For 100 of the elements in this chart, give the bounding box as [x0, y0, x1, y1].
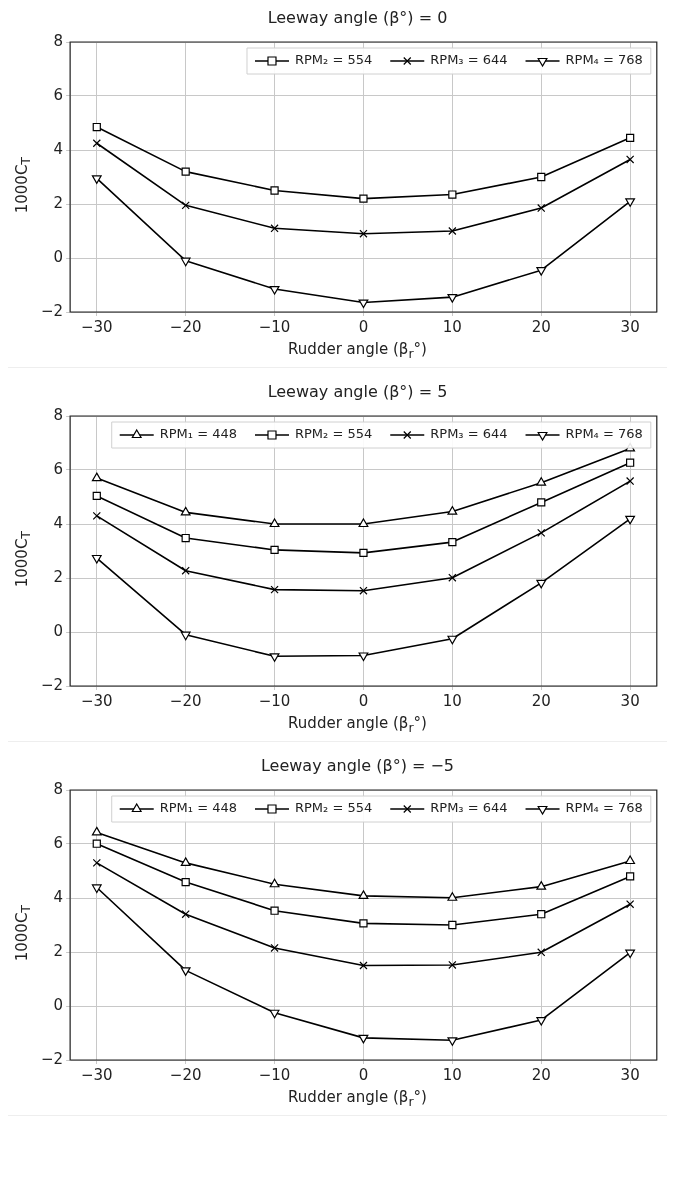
x-tick-label: 20: [531, 691, 551, 710]
x-axis-title: Rudder angle (β$_{r}$°): [287, 1088, 428, 1109]
x-tick-label: −30: [80, 691, 113, 710]
point: [359, 194, 368, 203]
y-tick-label: 2: [53, 193, 64, 212]
point: [181, 201, 190, 210]
chart-title: Leeway angle (β°) = 5: [266, 382, 449, 403]
point: [359, 919, 368, 928]
point: [625, 855, 636, 865]
point: [91, 472, 102, 482]
point: [537, 203, 546, 213]
point: [92, 491, 101, 501]
point: [92, 511, 101, 521]
point: [180, 967, 191, 976]
point: [269, 653, 280, 662]
point: [181, 566, 190, 575]
point: [448, 190, 457, 199]
legend-label: RPM₂ = 554: [294, 52, 373, 68]
point: [626, 900, 635, 909]
y-tick-label: 8: [53, 31, 64, 50]
x-tick-label: 0: [358, 317, 369, 336]
point: [625, 949, 636, 959]
point: [358, 299, 369, 309]
x-tick-label: 10: [442, 1065, 462, 1084]
y-tick-label: 6: [53, 833, 64, 852]
point: [537, 172, 546, 182]
point: [536, 1016, 547, 1026]
point: [447, 1037, 458, 1046]
point: [447, 635, 458, 645]
point: [270, 545, 279, 555]
point: [181, 910, 190, 919]
x-tick-label: 30: [620, 317, 640, 336]
x-tick-label: 30: [620, 1065, 640, 1084]
legend-label: RPM₁ = 448: [159, 800, 237, 816]
point: [447, 892, 458, 901]
x-tick-label: −10: [258, 691, 291, 710]
y-tick-label: 8: [53, 779, 64, 798]
x-tick-label: −10: [258, 317, 291, 336]
point: [448, 226, 457, 236]
point: [180, 257, 191, 267]
x-tick-label: −30: [80, 1065, 113, 1084]
point: [537, 948, 546, 957]
point: [181, 877, 190, 887]
y-tick-label: −2: [40, 301, 64, 320]
point: [359, 229, 368, 238]
point: [359, 548, 368, 558]
point: [92, 139, 101, 148]
y-tick-label: 8: [53, 405, 64, 424]
chart-title: Leeway angle (β°) = −5: [259, 756, 456, 777]
point: [269, 285, 280, 295]
y-tick-label: 2: [53, 567, 64, 586]
point: [91, 554, 102, 564]
point: [269, 1009, 280, 1019]
x-axis-title: Rudder angle (β$_{r}$°): [287, 340, 428, 361]
x-tick-label: 10: [442, 317, 462, 336]
y-tick-label: −2: [40, 675, 64, 694]
x-tick-label: 20: [531, 1065, 551, 1084]
legend-label: RPM₂ = 554: [294, 800, 373, 816]
x-tick-label: 20: [531, 317, 551, 336]
point: [270, 906, 279, 915]
x-tick-label: −30: [80, 317, 113, 336]
x-tick-label: −10: [258, 1065, 291, 1084]
point: [91, 175, 102, 184]
point: [448, 960, 457, 970]
point: [270, 943, 279, 953]
point: [358, 652, 369, 662]
legend-label: RPM₃ = 644: [430, 52, 508, 68]
x-tick-label: 10: [442, 691, 462, 710]
point: [537, 910, 546, 919]
y-tick-label: 0: [53, 621, 64, 640]
point: [358, 518, 369, 528]
y-tick-label: −2: [40, 1049, 64, 1068]
point: [448, 537, 457, 547]
chart-title: Leeway angle (β°) = 0: [266, 8, 449, 29]
point: [181, 167, 190, 176]
legend-label: RPM₃ = 644: [430, 426, 508, 442]
point: [536, 881, 547, 890]
legend-label: RPM₄ = 768: [565, 426, 643, 442]
point: [180, 857, 191, 866]
x-tick-label: −20: [169, 691, 202, 710]
point: [447, 294, 458, 303]
point: [180, 506, 191, 516]
y-tick-label: 4: [53, 139, 64, 158]
point: [270, 585, 279, 594]
point: [359, 961, 368, 970]
point: [359, 586, 368, 595]
x-tick-label: −20: [169, 1065, 202, 1084]
point: [92, 122, 101, 132]
point: [447, 505, 458, 515]
point: [625, 198, 636, 207]
x-tick-label: −20: [169, 317, 202, 336]
y-tick-label: 2: [53, 941, 64, 960]
legend-label: RPM₄ = 768: [565, 52, 643, 68]
y-tick-label: 6: [53, 459, 64, 478]
point: [626, 458, 635, 467]
x-tick-label: 0: [358, 691, 369, 710]
point: [180, 631, 191, 641]
point: [626, 872, 635, 881]
y-tick-label: 4: [53, 513, 64, 532]
point: [537, 498, 546, 507]
